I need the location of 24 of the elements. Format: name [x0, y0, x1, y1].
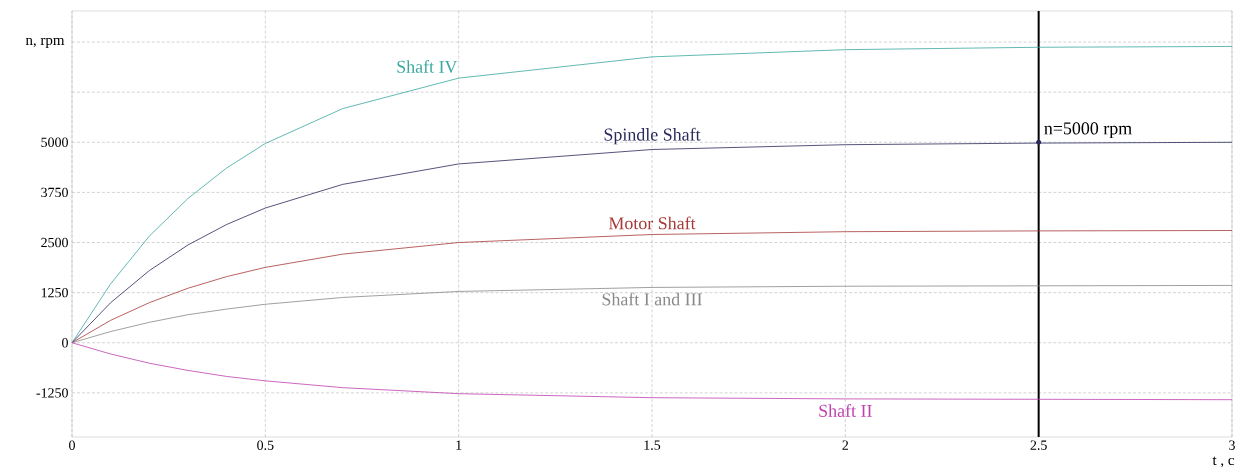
line-series — [71, 230, 1233, 344]
x-tick-label: 0 — [69, 440, 75, 450]
x-tick-label: 3 — [1229, 440, 1235, 450]
annotation: n=5000 rpm — [1044, 122, 1132, 139]
series-label: Shaft II — [819, 404, 872, 417]
series-label: Motor Shaft — [608, 216, 696, 230]
x-tick-label: 2.5 — [1030, 440, 1047, 450]
x-tick-label: 0.5 — [257, 440, 274, 450]
x-tick-label: 1 — [456, 440, 462, 450]
y-tick-label: 5000 — [41, 137, 68, 147]
line-series — [71, 285, 1233, 344]
line-series — [71, 342, 1233, 401]
x-tick-label: 2 — [842, 440, 849, 450]
y-tick-label: 0 — [62, 338, 68, 348]
x-tick-label: 1.5 — [644, 440, 661, 450]
y-axis-title: n, rpm — [25, 37, 65, 49]
y-tick-label: 1250 — [41, 287, 68, 298]
y-tick-label: -1250 — [36, 388, 68, 398]
series-label: Shaft IV — [397, 60, 458, 73]
x-axis-title: t , c — [1212, 456, 1235, 468]
y-tick-label: 2500 — [41, 237, 68, 248]
series-label: Spindle Shaft — [604, 127, 701, 145]
y-tick-label: 3750 — [41, 187, 68, 198]
series-label: Shaft I and III — [602, 292, 702, 306]
